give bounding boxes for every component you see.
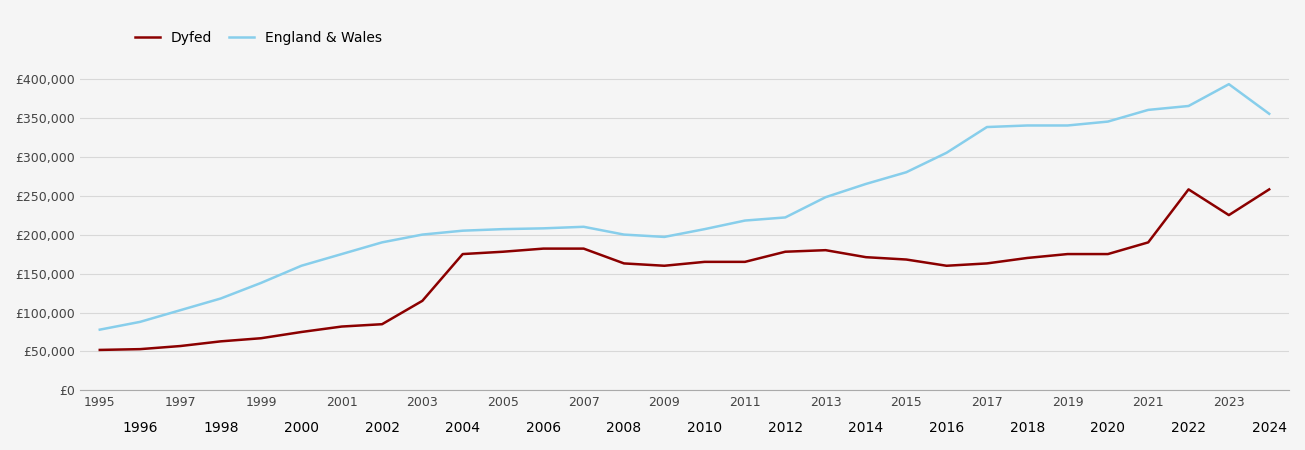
England & Wales [91, 327, 107, 333]
England & Wales [576, 224, 591, 230]
England & Wales [172, 307, 188, 313]
Dyfed [1019, 255, 1035, 261]
Dyfed [1141, 240, 1156, 245]
England & Wales [294, 263, 309, 269]
England & Wales [697, 226, 713, 232]
England & Wales [334, 252, 350, 257]
England & Wales [375, 240, 390, 245]
Dyfed [859, 255, 874, 260]
England & Wales [1141, 107, 1156, 112]
England & Wales [656, 234, 672, 239]
England & Wales [455, 228, 471, 234]
England & Wales [535, 225, 551, 231]
England & Wales [495, 226, 510, 232]
Dyfed [535, 246, 551, 251]
Dyfed [656, 263, 672, 269]
Dyfed [576, 246, 591, 251]
Dyfed [1181, 187, 1197, 192]
England & Wales [415, 232, 431, 237]
Dyfed [818, 248, 834, 253]
Dyfed [213, 339, 228, 344]
Legend: Dyfed, England & Wales: Dyfed, England & Wales [134, 31, 382, 45]
Dyfed [132, 346, 147, 352]
England & Wales [898, 170, 913, 175]
Dyfed [979, 261, 994, 266]
England & Wales [818, 194, 834, 200]
Dyfed [375, 321, 390, 327]
England & Wales [213, 296, 228, 301]
Dyfed [91, 347, 107, 353]
Dyfed [1060, 252, 1075, 257]
England & Wales [938, 150, 954, 155]
Dyfed [1100, 252, 1116, 257]
Dyfed [616, 261, 632, 266]
Line: England & Wales: England & Wales [99, 84, 1270, 330]
Dyfed [1262, 187, 1278, 192]
Dyfed [294, 329, 309, 335]
England & Wales [1100, 119, 1116, 124]
England & Wales [1019, 123, 1035, 128]
Line: Dyfed: Dyfed [99, 189, 1270, 350]
Dyfed [334, 324, 350, 329]
Dyfed [778, 249, 793, 254]
Dyfed [697, 259, 713, 265]
England & Wales [1060, 123, 1075, 128]
Dyfed [898, 257, 913, 262]
England & Wales [778, 215, 793, 220]
England & Wales [253, 280, 269, 286]
Dyfed [495, 249, 510, 254]
Dyfed [455, 252, 471, 257]
Dyfed [253, 336, 269, 341]
England & Wales [1221, 81, 1237, 87]
England & Wales [1181, 104, 1197, 109]
Dyfed [737, 259, 753, 265]
England & Wales [1262, 111, 1278, 117]
England & Wales [859, 181, 874, 187]
England & Wales [737, 218, 753, 223]
Dyfed [415, 298, 431, 303]
England & Wales [979, 124, 994, 130]
Dyfed [1221, 212, 1237, 218]
England & Wales [616, 232, 632, 237]
England & Wales [132, 319, 147, 324]
Dyfed [172, 343, 188, 349]
Dyfed [938, 263, 954, 269]
